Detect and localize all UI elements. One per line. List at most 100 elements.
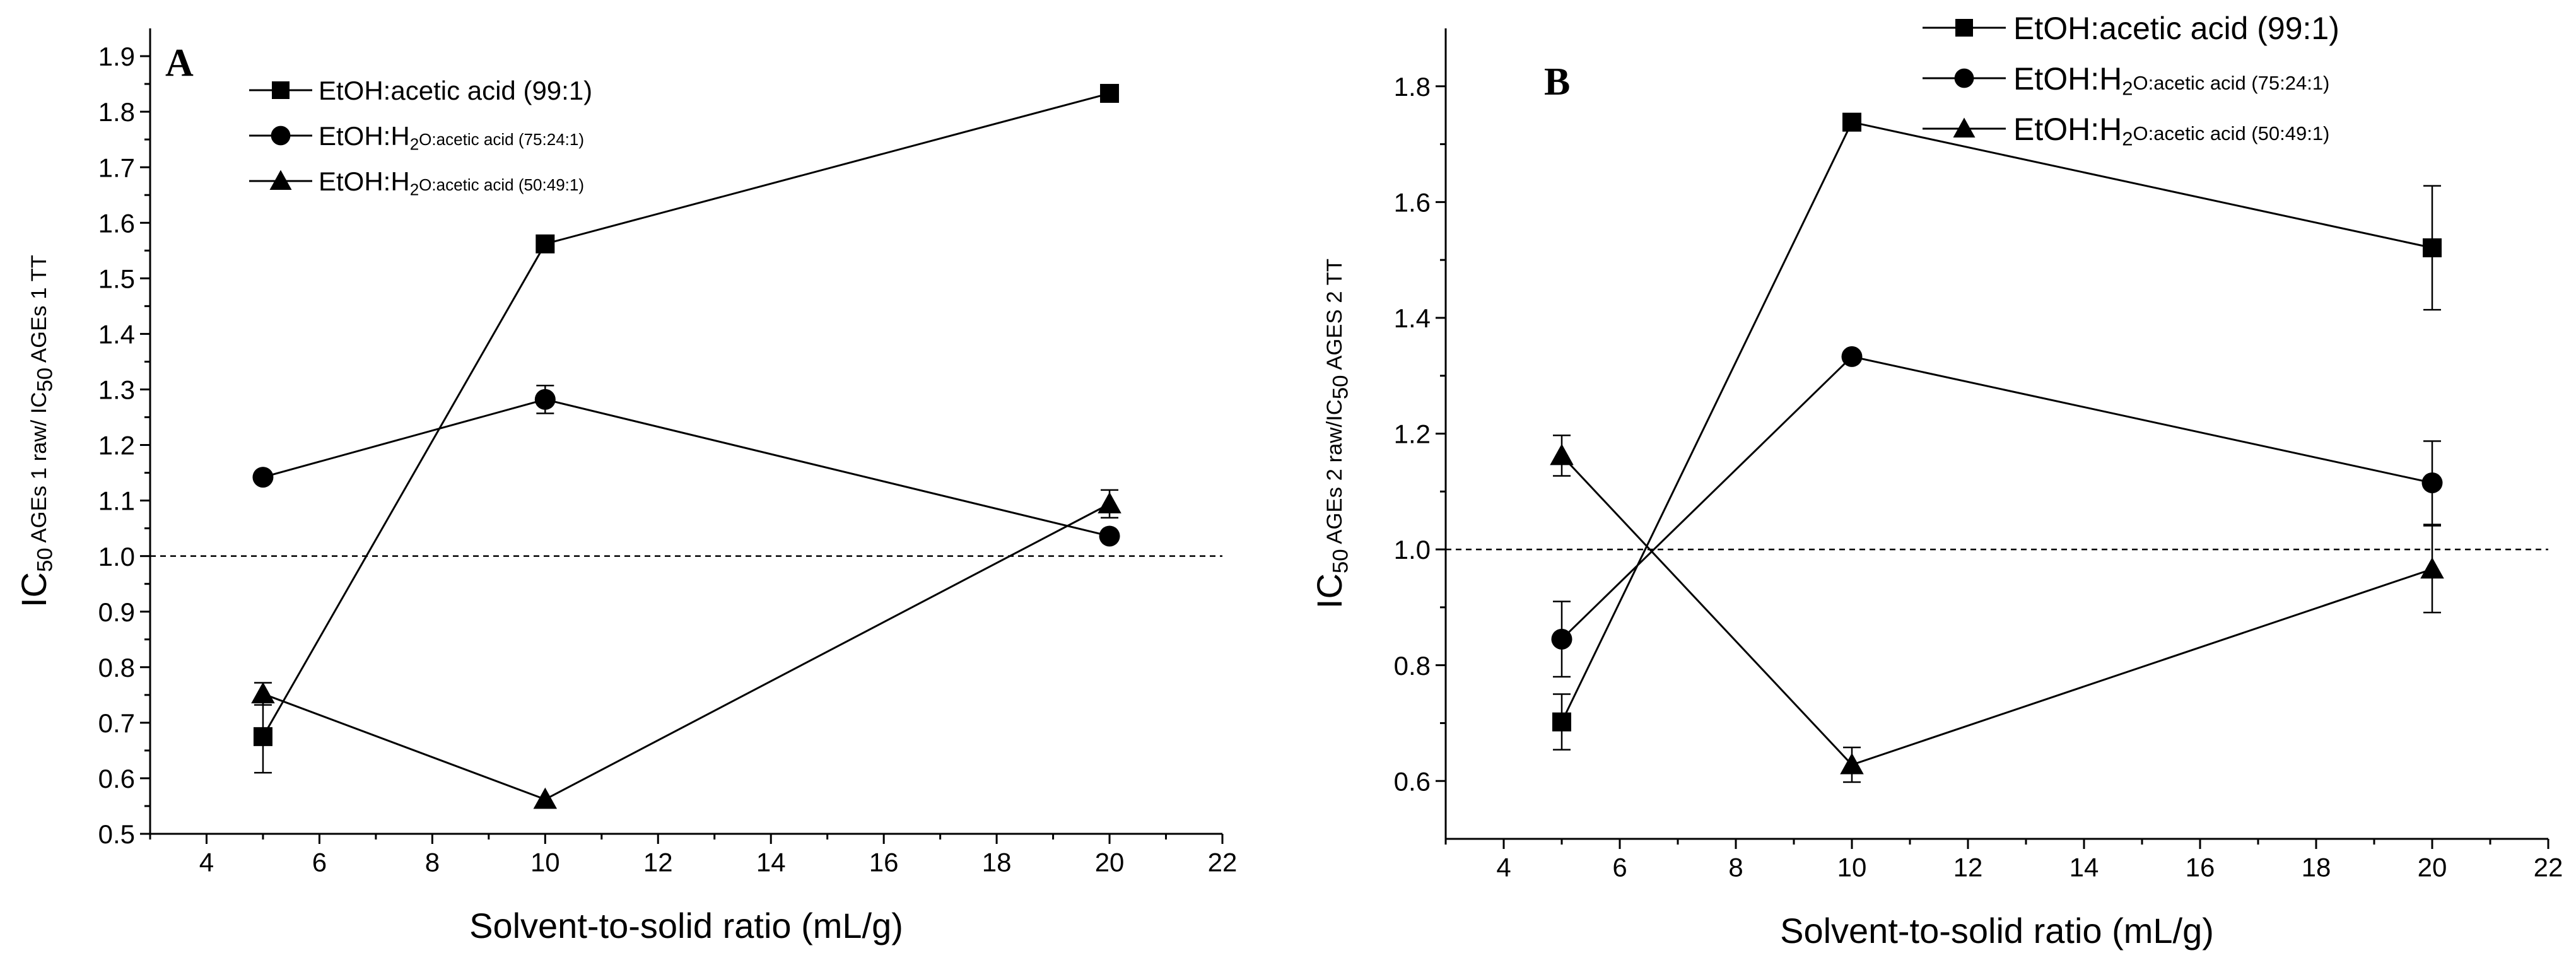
series-line [1560,120,2433,723]
x-tick-label: 6 [1612,853,1627,882]
data-point-triangle [251,682,275,704]
legend-entry: EtOH:H2O:acetic acid (75:24:1) [1923,61,2329,100]
legend-subscript: 2 [2122,128,2133,150]
legend-entry: EtOH:acetic acid (99:1) [249,76,592,105]
series-1 [253,84,1120,774]
legend-marker-square [1955,19,1973,37]
y-label-subscript: 50 [33,547,57,572]
y-tick-label: 1.6 [98,208,135,238]
data-point-square [1100,84,1120,103]
legend-marker-triangle [1953,117,1976,137]
legend-label: EtOH:H2O:acetic acid (75:24:1) [2013,61,2329,100]
data-point-triangle [1550,443,1574,465]
legend-entry: EtOH:H2O:acetic acid (50:49:1) [249,167,584,199]
legend-text-part: EtOH:H [319,121,410,151]
x-tick-label: 6 [312,848,327,877]
y-tick-label: 1.7 [98,153,135,182]
data-point-circle [1551,628,1572,650]
legend-text-part: O:acetic acid (50:49:1) [419,175,584,194]
x-tick-label: 8 [1728,853,1743,882]
legend-label: EtOH:H2O:acetic acid (50:49:1) [2013,112,2329,150]
y-tick-label: 1.8 [1394,72,1431,102]
series-line [262,503,1110,801]
legend-text-part: EtOH:H [2013,61,2122,97]
legend-text-part: EtOH:acetic acid (99:1) [2013,11,2339,46]
legend-entry: EtOH:H2O:acetic acid (75:24:1) [249,121,584,153]
legend-text-part: EtOH:H [319,167,410,196]
y-tick-label: 1.6 [1394,187,1431,217]
y-tick-label: 1.8 [98,97,135,127]
y-tick-label: 0.6 [98,764,135,793]
x-axis-label: Solvent-to-solid ratio (mL/g) [1780,911,2214,951]
y-label-part: AGEs 1 TT [27,255,51,368]
y-label-subscript: 50 [33,368,57,392]
y-axis-label: IC50 AGEs 2 raw/IC50 AGES 2 TT [1309,259,1353,609]
panel-label: B [1544,61,1570,103]
chart-panel-b: 0.60.81.01.21.41.61.84 6 8 10 12 14 16 18 20 22So… [1309,11,2563,951]
y-label-subscript: 50 [1329,375,1353,400]
data-point-square [253,727,272,746]
y-label-part: IC [14,572,54,607]
x-tick-label: 16 [2186,853,2215,882]
x-tick-label: 20 [1095,848,1125,877]
x-tick-label: 22 [2534,853,2563,882]
x-tick-label: 14 [2070,853,2099,882]
legend-subscript: 2 [410,134,419,153]
y-tick-label: 1.5 [98,264,135,293]
legend-text-part: O:acetic acid (75:24:1) [2133,72,2330,94]
series-3 [251,489,1121,809]
data-point-triangle [1840,752,1864,775]
series-line [1560,355,2433,640]
y-tick-label: 0.8 [98,653,135,682]
legend-subscript: 2 [410,180,419,199]
legend-entry: EtOH:H2O:acetic acid (50:49:1) [1923,112,2329,150]
data-point-square [2423,238,2442,257]
data-point-triangle [1098,492,1121,513]
x-tick-label: 8 [425,848,440,877]
legend-marker-circle [271,126,291,146]
y-tick-label: 1.3 [98,375,135,405]
y-tick-label: 0.8 [1394,651,1431,681]
y-tick-label: 1.9 [98,42,135,71]
y-axis-label: IC50 AGEs 1 raw/ IC50 AGEs 1 TT [14,255,57,607]
data-point-circle [534,389,556,410]
data-point-circle [2421,472,2443,494]
y-tick-label: 1.4 [1394,303,1431,333]
x-tick-label: 12 [643,848,673,877]
y-tick-label: 1.4 [98,319,135,349]
y-label-part: AGEs 1 raw/ IC [27,392,51,547]
y-label-part: IC [1309,573,1349,609]
legend-text-part: EtOH:H [2013,112,2122,147]
legend-label: EtOH:acetic acid (99:1) [2013,11,2339,46]
legend-subscript: 2 [2122,78,2133,100]
series-2 [1551,346,2443,678]
data-point-circle [1099,525,1120,547]
series-1 [1552,112,2442,751]
series-line [1560,455,2433,766]
y-tick-label: 0.7 [98,708,135,738]
data-point-triangle [2420,557,2444,579]
data-point-circle [252,467,274,488]
y-tick-label: 0.5 [98,819,135,849]
legend-text-part: O:acetic acid (50:49:1) [2133,122,2330,144]
x-tick-label: 20 [2418,853,2447,882]
legend-entry: EtOH:acetic acid (99:1) [1923,11,2339,46]
series-2 [252,385,1120,547]
legend-text-part: EtOH:acetic acid (99:1) [319,76,592,105]
legend-text-part: O:acetic acid (75:24:1) [419,130,584,149]
x-tick-label: 4 [1496,853,1511,882]
legend-label: EtOH:acetic acid (99:1) [319,76,592,105]
x-tick-label: 18 [2302,853,2331,882]
y-tick-label: 1.2 [98,431,135,460]
y-tick-label: 1.2 [1394,419,1431,449]
x-tick-label: 4 [199,848,214,877]
y-tick-label: 1.0 [98,542,135,571]
legend-label: EtOH:H2O:acetic acid (50:49:1) [319,167,584,199]
data-point-square [1842,112,1861,132]
x-tick-label: 16 [869,848,899,877]
x-tick-label: 10 [530,848,560,877]
y-label-subscript: 50 [1329,549,1353,573]
series-3 [1550,435,2444,783]
